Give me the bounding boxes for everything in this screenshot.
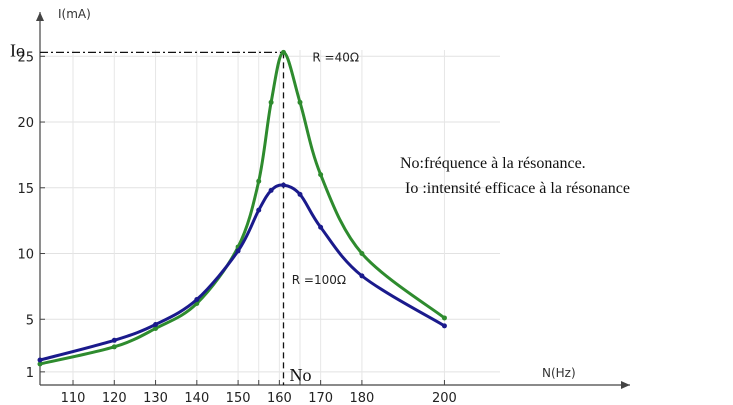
data-point [268, 99, 274, 105]
series-line-0 [39, 50, 446, 366]
data-point [194, 297, 200, 303]
series-label-40: R =40Ω [312, 51, 359, 65]
x-tick-label: 130 [143, 391, 168, 405]
data-point [268, 187, 274, 193]
y-tick-label: 20 [17, 116, 34, 131]
data-point [318, 224, 324, 230]
axes [36, 12, 630, 389]
data-point [256, 178, 262, 184]
x-axis-arrow [621, 381, 630, 389]
data-point [359, 273, 365, 279]
series-label-100: R =100Ω [292, 273, 346, 287]
data-point [359, 251, 365, 257]
series-line-1 [39, 183, 446, 362]
data-point [153, 322, 159, 328]
x-tick-label: 170 [308, 391, 333, 405]
data-point [153, 325, 159, 331]
x-tick-label: 120 [102, 391, 127, 405]
resonance-current-label: Io [10, 40, 25, 60]
data-point [111, 344, 117, 350]
x-tick-label: 140 [184, 391, 209, 405]
data-point [280, 182, 286, 188]
x-tick-label: 110 [61, 391, 86, 405]
grid [40, 50, 500, 385]
x-axis-title: N(Hz) [542, 366, 576, 380]
data-point [280, 49, 286, 55]
x-tick-label: 150 [226, 391, 251, 405]
data-point [441, 323, 447, 329]
y-axis-arrow [36, 12, 44, 21]
x-tick-label: 180 [349, 391, 374, 405]
data-point [111, 337, 117, 343]
data-point [37, 361, 43, 367]
data-point [297, 99, 303, 105]
resonance-frequency-label: No [289, 365, 311, 385]
marks [37, 49, 447, 385]
y-tick-label: 25 [17, 50, 34, 65]
data-point [318, 172, 324, 178]
y-tick-label: 1 [26, 366, 34, 381]
y-tick-label: 10 [17, 248, 34, 263]
annotation-intensity: Io :intensité efficace à la résonance [405, 180, 630, 197]
y-axis-title: I(mA) [58, 7, 91, 21]
data-point [297, 191, 303, 197]
x-tick-label: 200 [432, 391, 457, 405]
annotation-frequency: No:fréquence à la résonance. [400, 155, 586, 172]
data-point [235, 248, 241, 254]
data-point [37, 357, 43, 363]
labels: 110 120 130 140 150 160 170 180 2001510152025I(m… [10, 7, 630, 405]
y-tick-label: 15 [17, 182, 34, 197]
data-point [441, 315, 447, 321]
x-tick-label: 160 [267, 391, 292, 405]
data-point [256, 207, 262, 213]
y-tick-label: 5 [26, 313, 34, 328]
